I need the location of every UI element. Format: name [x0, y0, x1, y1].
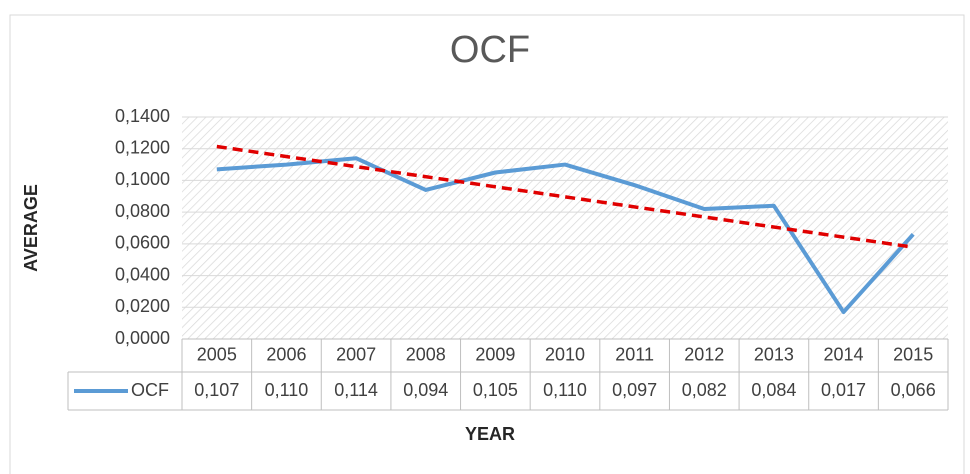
data-table-value: 0,084	[751, 380, 796, 400]
y-tick-label: 0,1400	[115, 106, 170, 126]
data-table-value: 0,094	[403, 380, 448, 400]
x-tick-label: 2009	[475, 344, 515, 364]
x-tick-label: 2015	[893, 344, 933, 364]
x-tick-label: 2011	[615, 344, 654, 364]
x-tick-label: 2006	[266, 344, 306, 364]
x-tick-label: 2013	[754, 344, 794, 364]
x-tick-label: 2008	[406, 344, 446, 364]
data-table-value: 0,110	[265, 380, 309, 400]
plot-area	[182, 117, 948, 339]
y-tick-label: 0,0600	[115, 233, 170, 253]
x-tick-label: 2005	[197, 344, 237, 364]
y-tick-label: 0,1200	[115, 137, 170, 157]
chart-title: OCF	[450, 29, 530, 71]
y-tick-label: 0,0400	[115, 264, 170, 284]
data-table-value: 0,105	[473, 380, 518, 400]
x-tick-label: 2014	[824, 344, 864, 364]
data-table-value: 0,107	[194, 380, 239, 400]
data-table-value: 0,114	[334, 380, 378, 400]
x-axis-label: YEAR	[465, 424, 515, 444]
series-line	[216, 156, 915, 315]
trendline	[216, 144, 914, 249]
y-tick-label: 0,1000	[115, 169, 170, 189]
y-tick-label: 0,0200	[115, 296, 170, 316]
y-axis-label: AVERAGE	[21, 184, 41, 272]
y-tick-label: 0,0800	[115, 201, 170, 221]
data-table-value: 0,110	[543, 380, 587, 400]
y-tick-label: 0,0000	[115, 328, 170, 348]
data-table-value: 0,082	[682, 380, 727, 400]
x-tick-label: 2012	[684, 344, 724, 364]
legend-label: OCF	[131, 380, 169, 400]
x-tick-label: 2007	[336, 344, 376, 364]
data-table-value: 0,097	[612, 380, 657, 400]
data-table-value: 0,017	[821, 380, 866, 400]
data-table-value: 0,066	[891, 380, 936, 400]
x-tick-label: 2010	[545, 344, 585, 364]
